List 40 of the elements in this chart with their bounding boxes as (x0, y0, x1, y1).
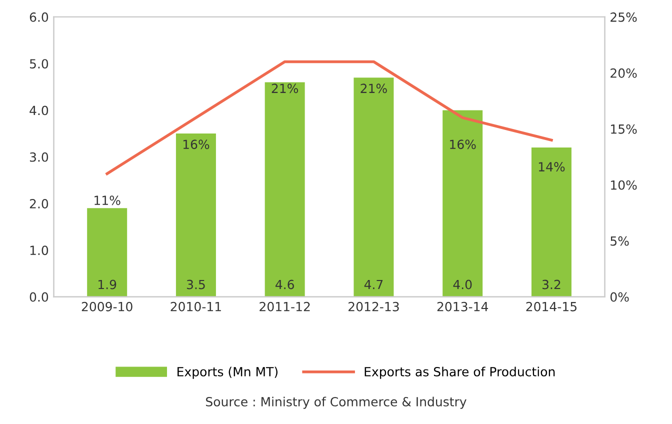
bar (264, 82, 305, 297)
data-label: 11% (94, 196, 120, 206)
source-note: Source : Ministry of Commerce & Industry (206, 396, 466, 409)
y2-tick-label: 10% (611, 180, 637, 190)
data-label: 4.0 (453, 280, 472, 290)
y-tick-label: 3.0 (30, 152, 48, 162)
bar (87, 208, 128, 297)
x-tick-label: 2013-14 (437, 302, 488, 312)
legend-label: Exports as Share of Production (364, 366, 555, 379)
y-tick-label: 0.0 (30, 292, 48, 302)
x-tick-label: 2012-13 (348, 302, 399, 312)
y-tick-label: 1.0 (30, 246, 48, 256)
data-label: 16% (183, 140, 210, 150)
y2-tick-label: 15% (611, 124, 637, 134)
y-tick-label: 5.0 (30, 59, 48, 69)
y-tick-label: 4.0 (30, 106, 48, 116)
y2-tick-label: 0% (610, 292, 629, 302)
y2-tick-label: 25% (610, 12, 637, 22)
y-tick-label: 2.0 (30, 198, 48, 208)
data-label: 4.7 (364, 280, 383, 290)
data-label: 16% (450, 140, 476, 150)
data-label: 14% (538, 162, 565, 172)
y-tick-label: 6.0 (30, 12, 48, 22)
y2-tick-label: 5% (610, 236, 629, 246)
legend-label: Exports (Mn MT) (178, 366, 278, 379)
bar (442, 110, 483, 297)
data-label: 21% (272, 84, 298, 94)
bar (531, 148, 572, 297)
data-label: 4.6 (276, 280, 294, 290)
y2-tick-label: 20% (610, 68, 637, 78)
x-tick-label: 2011-12 (260, 302, 310, 312)
data-label: 21% (360, 84, 387, 94)
x-tick-label: 2009-10 (82, 302, 132, 312)
data-label: 3.2 (542, 280, 560, 290)
x-tick-label: 2014-15 (526, 302, 576, 312)
data-label: 3.5 (186, 280, 205, 290)
bar (354, 78, 394, 297)
data-label: 1.9 (98, 280, 116, 290)
x-tick-label: 2010-11 (170, 302, 221, 312)
bar (176, 134, 216, 297)
